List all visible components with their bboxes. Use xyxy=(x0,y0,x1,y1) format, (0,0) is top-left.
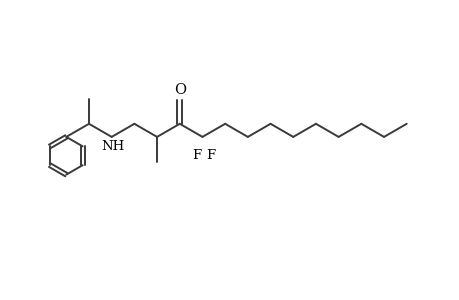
Text: F: F xyxy=(191,149,201,162)
Text: NH: NH xyxy=(101,140,124,152)
Text: F: F xyxy=(205,149,214,162)
Text: O: O xyxy=(174,83,185,97)
